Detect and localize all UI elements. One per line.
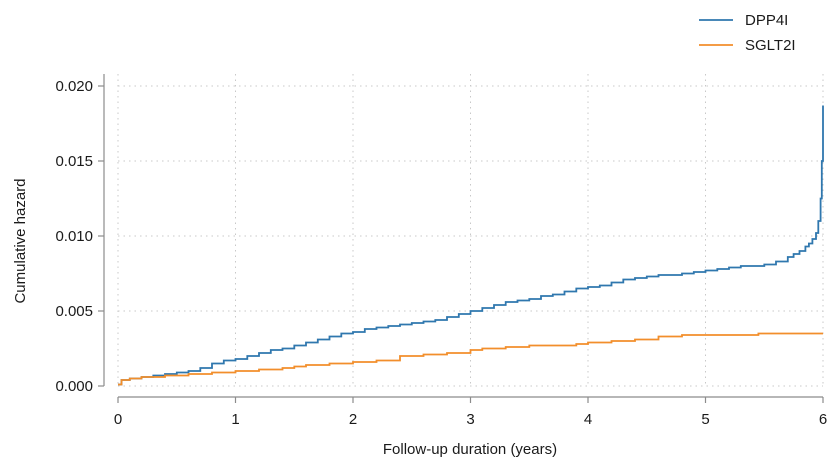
y-tick-label: 0.015 [55, 153, 93, 170]
y-tick-label: 0.005 [55, 303, 93, 320]
x-tick-label: 0 [114, 411, 122, 428]
y-tick-label: 0.020 [55, 78, 93, 95]
x-tick-label: 6 [819, 411, 827, 428]
legend-label-sglt2i: SGLT2I [745, 37, 796, 54]
grid [117, 74, 824, 387]
x-tick-label: 1 [231, 411, 239, 428]
series [118, 105, 824, 386]
y-tick-label: 0.010 [55, 228, 93, 245]
legend-label-dpp4i: DPP4I [745, 12, 788, 29]
x-tick-label: 3 [466, 411, 474, 428]
x-tick-label: 5 [701, 411, 709, 428]
x-tick-label: 2 [349, 411, 357, 428]
y-ticks: 0.000 0.005 0.010 0.015 0.020 [55, 78, 104, 395]
x-ticks: 0 1 2 3 4 5 6 [114, 397, 827, 428]
y-axis-title: Cumulative hazard [12, 178, 29, 303]
series-line-dpp4i [118, 105, 824, 386]
y-tick-label: 0.000 [55, 378, 93, 395]
x-tick-label: 4 [584, 411, 592, 428]
x-axis-title: Follow-up duration (years) [383, 441, 557, 458]
series-line-sglt2i [118, 332, 823, 386]
legend: DPP4I SGLT2I [699, 12, 796, 54]
